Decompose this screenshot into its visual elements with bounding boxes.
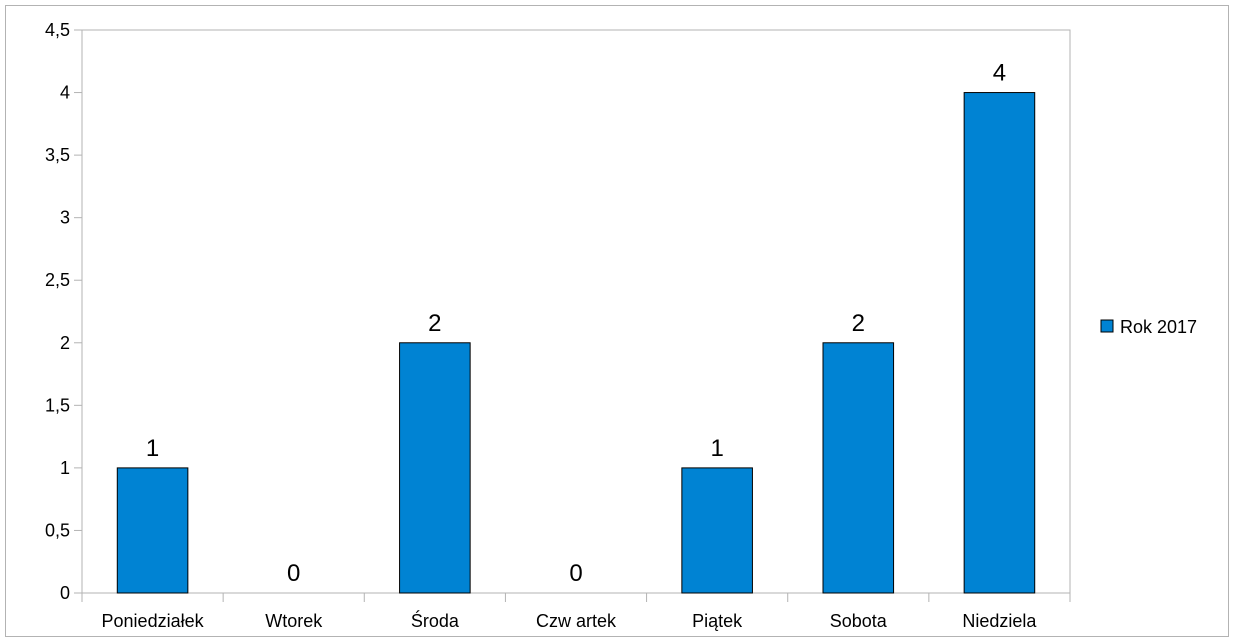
data-labels: 1 0 2 0 1 2 4	[146, 60, 1006, 587]
data-label: 1	[146, 435, 159, 462]
y-tick-label: 1	[60, 458, 70, 478]
plot-area	[81, 29, 1071, 594]
y-tick-label: 4	[60, 83, 70, 103]
bar	[116, 467, 189, 594]
bar	[963, 92, 1036, 594]
x-category-label: Czw artek	[536, 611, 617, 631]
y-tick-label: 2	[60, 333, 70, 353]
legend-label: Rok 2017	[1120, 317, 1197, 337]
legend: Rok 2017	[1100, 317, 1197, 337]
bar	[399, 342, 471, 594]
y-tick-label: 2,5	[45, 270, 70, 290]
x-category-label: Niedziela	[962, 611, 1037, 631]
x-category-label: Środa	[411, 610, 460, 631]
data-label: 1	[710, 435, 723, 462]
data-label: 2	[852, 310, 865, 337]
y-tick-label: 0,5	[45, 520, 70, 540]
y-tick-label: 4,5	[45, 20, 70, 40]
x-category-label: Poniedziałek	[102, 611, 205, 631]
y-tick-label: 3,5	[45, 145, 70, 165]
data-label: 0	[569, 560, 582, 587]
y-tick-label: 1,5	[45, 395, 70, 415]
y-tick-label: 3	[60, 208, 70, 228]
plot-border	[81, 29, 1071, 594]
data-label: 4	[993, 60, 1006, 87]
legend-swatch	[1100, 319, 1114, 333]
x-category-label: Wtorek	[265, 611, 323, 631]
x-axis: Poniedziałek Wtorek Środa Czw artek Piątek So…	[81, 592, 1071, 631]
bar	[681, 467, 753, 594]
data-label: 0	[287, 560, 300, 587]
bar	[822, 342, 895, 594]
bars	[116, 92, 1036, 594]
y-tick-label: 0	[60, 583, 70, 603]
x-category-label: Sobota	[830, 611, 888, 631]
x-category-label: Piątek	[692, 611, 743, 631]
data-label: 2	[428, 310, 441, 337]
y-axis: 0 0,5 1 1,5 2 2,5 3 3,5 4 4,5	[45, 20, 83, 603]
